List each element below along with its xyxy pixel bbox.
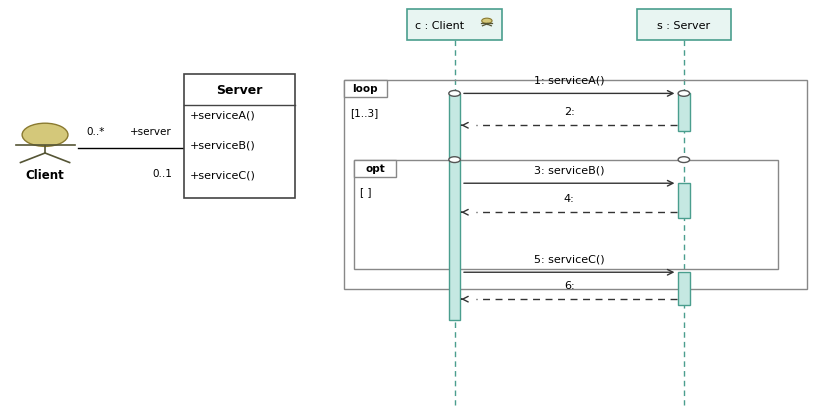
Text: 4:: 4: <box>563 194 575 204</box>
Text: Client: Client <box>25 169 65 181</box>
Bar <box>344 81 807 289</box>
Circle shape <box>482 19 492 24</box>
Bar <box>678 94 690 131</box>
Circle shape <box>678 91 690 97</box>
Bar <box>636 10 731 41</box>
Bar <box>449 94 460 320</box>
Text: Server: Server <box>216 83 263 96</box>
Bar <box>678 273 690 306</box>
Text: +serviceC(): +serviceC() <box>190 170 256 180</box>
Bar <box>354 160 396 178</box>
Text: [1..3]: [1..3] <box>351 107 378 117</box>
Text: loop: loop <box>352 84 378 94</box>
Circle shape <box>678 157 690 163</box>
Text: 5: serviceC(): 5: serviceC() <box>534 254 604 263</box>
Text: 0..*: 0..* <box>86 127 104 137</box>
Text: 2:: 2: <box>563 107 575 117</box>
Text: c : Client: c : Client <box>415 21 464 31</box>
Circle shape <box>449 157 460 163</box>
Text: 6:: 6: <box>564 280 574 290</box>
Bar <box>678 184 690 219</box>
Text: +serviceA(): +serviceA() <box>190 110 256 120</box>
Text: s : Server: s : Server <box>658 21 710 31</box>
Text: 0..1: 0..1 <box>152 169 172 178</box>
Text: opt: opt <box>365 164 385 174</box>
Text: 1: serviceA(): 1: serviceA() <box>534 75 604 85</box>
Text: 3: serviceB(): 3: serviceB() <box>534 165 604 175</box>
Text: +serviceB(): +serviceB() <box>190 140 256 150</box>
Text: +server: +server <box>130 127 172 137</box>
Bar <box>408 10 501 41</box>
Text: [ ]: [ ] <box>360 187 372 197</box>
Circle shape <box>22 124 68 147</box>
Bar <box>354 160 778 270</box>
Bar <box>344 81 387 98</box>
Circle shape <box>449 91 460 97</box>
Bar <box>184 74 295 198</box>
